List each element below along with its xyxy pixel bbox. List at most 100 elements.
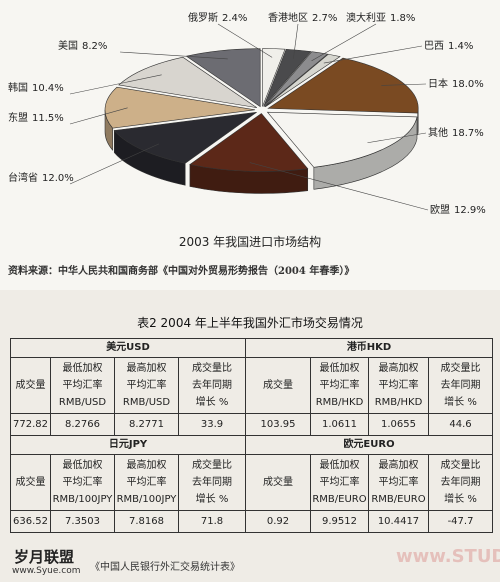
header-line: RMB/100JPY bbox=[52, 494, 113, 505]
column-header: 最低加权平均汇率 RMB/USD bbox=[50, 357, 115, 414]
watermark: 岁月联盟 bbox=[14, 548, 75, 566]
currency-header: 港币HKD bbox=[244, 338, 494, 358]
value-row: 636.52 7.3503 7.8168 71.8 0.92 9.9512 10.4417-… bbox=[10, 510, 494, 533]
slice-label: 香港地区 2.7% bbox=[268, 11, 337, 24]
column-header: 最低加权 平均汇率 RMB/HKD bbox=[310, 357, 369, 414]
header-line: 去年同期 bbox=[440, 477, 481, 488]
header-line: 平均汇率 bbox=[62, 380, 103, 391]
header-line: RMB/HKD bbox=[374, 397, 423, 408]
table-title: 表2 2004 年上半年我国外汇市场交易情况 bbox=[137, 316, 363, 330]
leader-line bbox=[367, 132, 427, 144]
header-line: 平均汇率 bbox=[378, 477, 419, 488]
currency-header: 美元USD bbox=[10, 338, 246, 358]
slice-value: 18.7% bbox=[452, 128, 484, 139]
header-line: 平均汇率 bbox=[62, 477, 103, 488]
column-header: 成交量 bbox=[245, 357, 311, 414]
header-line: 成交量 bbox=[263, 477, 293, 488]
header-line: 最低加权 bbox=[62, 363, 103, 374]
slice-name: 韩国 bbox=[8, 81, 28, 94]
header-line: 最高加权 bbox=[126, 363, 167, 374]
header-line: 平均汇率 bbox=[126, 380, 167, 391]
slice-value: 2.7% bbox=[312, 13, 337, 24]
header-line: RMB/USD bbox=[58, 397, 107, 408]
column-header: 最高加权平均汇率 RMB/HKD bbox=[368, 357, 429, 414]
slice-name: 欧盟 bbox=[430, 204, 450, 216]
header-line: 平均汇率 bbox=[378, 380, 419, 391]
leader-line bbox=[311, 23, 377, 62]
header-line: 最高加权 bbox=[378, 363, 419, 374]
pie-slice bbox=[264, 51, 329, 107]
header-line: 增长 % bbox=[444, 397, 477, 408]
column-header: 成交量比去年同期增长 % bbox=[178, 357, 246, 414]
slice-value: 1.4% bbox=[448, 41, 473, 52]
value-cell: 7.3503 bbox=[50, 510, 115, 533]
pie-slice bbox=[262, 48, 286, 107]
value-cell: 44.6 bbox=[427, 413, 494, 436]
value-cell: -47.7 bbox=[427, 510, 494, 533]
slice-label: 巴西 1.4% bbox=[424, 40, 473, 52]
slice-name: 巴西 bbox=[424, 40, 444, 52]
footer-source: 《中国人民银行外汇交易统计表》 bbox=[90, 562, 240, 573]
slice-label: 俄罗斯 2.4% bbox=[188, 11, 247, 24]
column-header: 最低加权 平均汇率 RMB/EURO bbox=[310, 454, 369, 511]
header-line: 增长 % bbox=[195, 397, 229, 408]
header-line: RMB/HKD bbox=[315, 397, 364, 408]
value-cell: 1.0655 bbox=[368, 413, 429, 436]
column-header: 成交量 bbox=[10, 454, 51, 511]
leader-line bbox=[69, 74, 162, 95]
column-header-row: 成交量 最低加权 平均汇率 RMB/USD 最高加权 平均汇率 RMB/USD 成交量比 去年同… bbox=[10, 357, 494, 414]
value-cell: 772.82 bbox=[10, 413, 51, 436]
column-header: 最高加权 平均汇率 RMB/100JPY bbox=[114, 454, 179, 511]
pie-slice bbox=[267, 57, 419, 114]
value-cell: 9.9512 bbox=[310, 510, 369, 533]
slice-name: 日本 bbox=[428, 77, 448, 90]
slice-name: 俄罗斯 bbox=[188, 11, 218, 24]
slice-value: 10.4% bbox=[32, 83, 64, 94]
value-row: 772.82 8.2766 8.2771 33.9 103.95 1.0611 1.0655… bbox=[10, 413, 494, 436]
slice-label: 东盟 11.5% bbox=[8, 111, 64, 124]
column-header: 成交量比 去年同期 增长 % bbox=[427, 357, 494, 414]
value-cell: 103.95 bbox=[245, 413, 311, 436]
pie-chart: 俄罗斯 2.4% 香港地区 2.7% 澳大利亚 1.8% 巴西 1.4% 日本 18.0% 其他 18… bbox=[8, 11, 486, 216]
value-cell: 0.92 bbox=[245, 510, 311, 533]
value-cell: 636.52 bbox=[10, 510, 51, 533]
value-cell: 8.2766 bbox=[50, 413, 115, 436]
slice-name: 东盟 bbox=[8, 111, 28, 124]
header-line: RMB/EURO bbox=[312, 494, 367, 505]
pie-slice bbox=[263, 48, 312, 107]
column-header: 成交量 bbox=[245, 454, 311, 511]
slice-value: 2.4% bbox=[222, 13, 247, 24]
header-line: 去年同期 bbox=[440, 380, 481, 391]
chart-area: 俄罗斯 2.4% 香港地区 2.7% 澳大利亚 1.8% 巴西 1.4% 日本 18.0% 其他 18… bbox=[0, 0, 500, 290]
header-line: 最低加权 bbox=[62, 460, 103, 471]
header-line: 增长 % bbox=[444, 494, 477, 505]
column-header: 最高加权 平均汇率 RMB/USD bbox=[114, 357, 179, 414]
column-header: 最低加权平均汇率 RMB/100JPY bbox=[50, 454, 115, 511]
pie-slice bbox=[104, 86, 256, 129]
slice-label: 澳大利亚 1.8% bbox=[346, 11, 415, 24]
header-line: RMB/EURO bbox=[371, 494, 426, 505]
value-cell: 10.4417 bbox=[368, 510, 429, 533]
slice-name: 台湾省 bbox=[8, 171, 38, 184]
header-line: 成交量比 bbox=[192, 363, 232, 374]
slice-value: 11.5% bbox=[32, 113, 64, 124]
header-line: 去年同期 bbox=[192, 380, 232, 391]
header-line: 成交量 bbox=[263, 380, 293, 391]
slice-label: 韩国 10.4% bbox=[8, 81, 64, 94]
leader-line bbox=[217, 23, 273, 58]
group-header-row: 美元USD 港币HKD bbox=[10, 338, 494, 358]
slice-value: 12.0% bbox=[42, 173, 74, 184]
slice-label: 欧盟 12.9% bbox=[430, 204, 486, 216]
header-line: 增长 % bbox=[195, 494, 229, 505]
leader-line bbox=[119, 51, 228, 60]
slice-label: 其他 18.7% bbox=[428, 126, 484, 139]
leader-line bbox=[381, 83, 427, 86]
header-line: 成交量 bbox=[15, 380, 46, 391]
slice-label: 美国 8.2% bbox=[58, 39, 107, 52]
leader-line bbox=[293, 23, 299, 59]
column-header: 成交量比 去年同期 增长 % bbox=[178, 454, 246, 511]
slice-label: 日本 18.0% bbox=[428, 77, 484, 90]
header-line: RMB/100JPY bbox=[116, 494, 177, 505]
watermark: www.Syue.com bbox=[12, 566, 81, 576]
